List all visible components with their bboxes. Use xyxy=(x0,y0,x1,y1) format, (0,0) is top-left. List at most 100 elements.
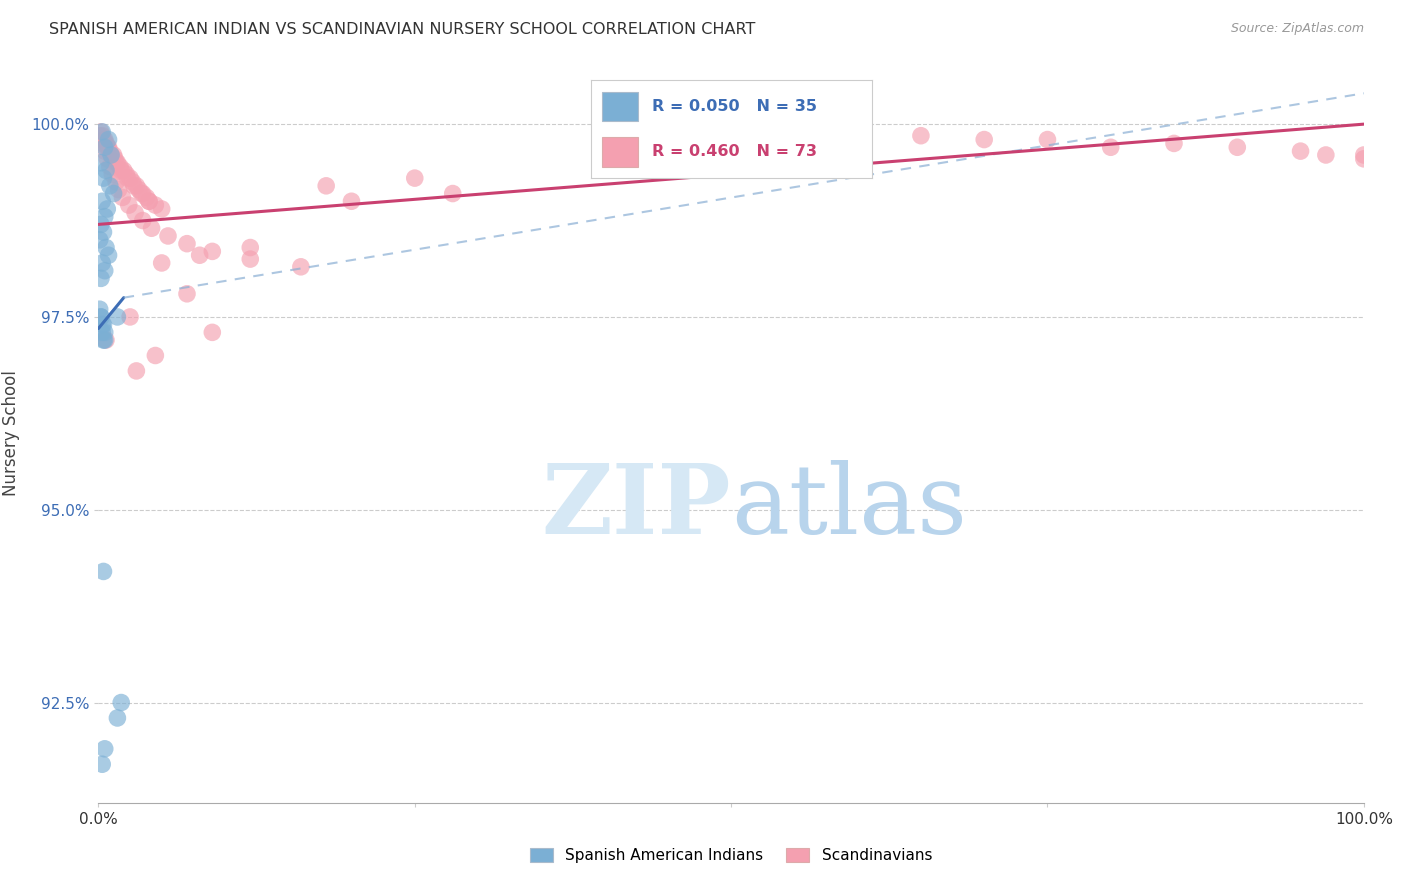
Y-axis label: Nursery School: Nursery School xyxy=(3,369,20,496)
Text: SPANISH AMERICAN INDIAN VS SCANDINAVIAN NURSERY SCHOOL CORRELATION CHART: SPANISH AMERICAN INDIAN VS SCANDINAVIAN … xyxy=(49,22,755,37)
Point xyxy=(98,144,121,158)
Point xyxy=(91,194,114,209)
Point xyxy=(1315,148,1337,162)
Point xyxy=(94,240,117,254)
Point xyxy=(176,286,198,301)
Point xyxy=(91,326,114,340)
Point xyxy=(91,757,114,772)
Point xyxy=(93,132,117,146)
Point xyxy=(107,310,129,324)
Point xyxy=(100,148,122,162)
Point xyxy=(93,318,115,332)
Point xyxy=(132,213,155,227)
Point xyxy=(91,318,114,332)
Point xyxy=(239,240,262,254)
Point xyxy=(1289,144,1312,158)
Point xyxy=(1036,132,1059,146)
Point xyxy=(118,198,141,212)
Point xyxy=(115,167,138,181)
Text: ZIP: ZIP xyxy=(541,459,731,554)
Point xyxy=(96,152,118,166)
Point xyxy=(91,136,114,151)
Point xyxy=(117,171,139,186)
Point xyxy=(107,711,129,725)
Point xyxy=(105,175,128,189)
Point xyxy=(96,140,118,154)
Legend: Spanish American Indians, Scandinavians: Spanish American Indians, Scandinavians xyxy=(524,842,938,869)
Point xyxy=(340,194,363,209)
Point xyxy=(98,178,121,193)
Point xyxy=(441,186,464,201)
Point xyxy=(94,333,117,347)
Point xyxy=(141,221,163,235)
Point xyxy=(94,136,117,151)
Point xyxy=(128,183,150,197)
Point xyxy=(110,696,132,710)
Text: Source: ZipAtlas.com: Source: ZipAtlas.com xyxy=(1230,22,1364,36)
Point xyxy=(138,194,160,209)
Point xyxy=(93,144,117,158)
Point xyxy=(132,186,155,201)
Point xyxy=(103,186,125,201)
Point xyxy=(90,125,112,139)
Point xyxy=(404,171,426,186)
Text: atlas: atlas xyxy=(731,459,967,554)
Point xyxy=(135,190,157,204)
Point xyxy=(120,171,141,186)
Point xyxy=(124,206,146,220)
Point xyxy=(96,202,118,216)
Point xyxy=(93,741,117,756)
Point xyxy=(89,233,111,247)
Point xyxy=(783,125,806,139)
Point xyxy=(89,128,111,143)
Point xyxy=(100,148,122,162)
Point xyxy=(145,349,166,363)
Point xyxy=(1163,136,1185,151)
Point xyxy=(973,132,995,146)
Point xyxy=(1353,148,1375,162)
Point xyxy=(125,364,148,378)
Point xyxy=(188,248,211,262)
Text: R = 0.050   N = 35: R = 0.050 N = 35 xyxy=(652,99,817,114)
Point xyxy=(97,248,120,262)
Point xyxy=(150,256,173,270)
Text: R = 0.460   N = 73: R = 0.460 N = 73 xyxy=(652,145,817,160)
Point xyxy=(107,155,129,169)
Point xyxy=(290,260,312,274)
Point xyxy=(93,263,117,277)
Point xyxy=(93,225,115,239)
Point xyxy=(89,302,111,317)
Point xyxy=(101,167,124,181)
Point xyxy=(90,310,112,324)
Point xyxy=(131,186,153,201)
Point xyxy=(90,310,112,324)
Point xyxy=(125,178,148,193)
Point xyxy=(90,218,112,232)
Point xyxy=(121,175,143,189)
Point xyxy=(111,190,134,204)
Point xyxy=(112,163,135,178)
Point xyxy=(201,244,224,259)
Point xyxy=(138,194,160,209)
Point xyxy=(93,210,117,224)
Point xyxy=(157,229,180,244)
Point xyxy=(93,326,117,340)
Point xyxy=(122,178,145,193)
Point xyxy=(107,183,129,197)
Point xyxy=(315,178,337,193)
Point xyxy=(1099,140,1122,154)
Point xyxy=(97,132,120,146)
Point xyxy=(239,252,262,266)
Point xyxy=(657,125,679,139)
Point xyxy=(145,198,166,212)
Point xyxy=(910,128,932,143)
Point xyxy=(90,271,112,285)
Point xyxy=(93,132,115,146)
Point xyxy=(91,256,114,270)
Point xyxy=(93,140,117,154)
Point xyxy=(201,326,224,340)
Point xyxy=(104,152,127,166)
Point xyxy=(94,163,117,178)
Point xyxy=(108,160,131,174)
Point xyxy=(110,163,132,178)
